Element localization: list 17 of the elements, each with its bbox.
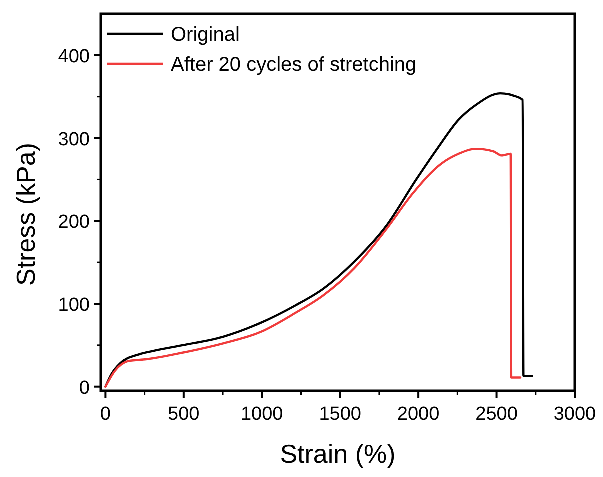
legend-label: Original (171, 24, 240, 46)
y-tick-label: 300 (58, 129, 90, 150)
x-tick-label: 0 (100, 404, 111, 425)
line-series (104, 148, 522, 388)
x-tick-label: 500 (168, 404, 200, 425)
x-tick-label: 3000 (554, 404, 596, 425)
x-tick-label: 1000 (240, 404, 284, 425)
y-axis-title: Stress (kPa) (11, 142, 41, 286)
y-tick-label: 400 (58, 46, 90, 68)
y-tick-label: 100 (58, 295, 90, 316)
y-tick-label: 200 (58, 212, 90, 234)
x-tick-label: 1500 (319, 404, 362, 425)
x-tick-label: 2000 (397, 404, 440, 425)
y-tick-label: 0 (79, 378, 90, 399)
x-tick-label: 2500 (476, 404, 518, 425)
x-axis-title: Strain (%) (280, 439, 396, 469)
legend-label: After 20 cycles of stretching (171, 54, 417, 76)
